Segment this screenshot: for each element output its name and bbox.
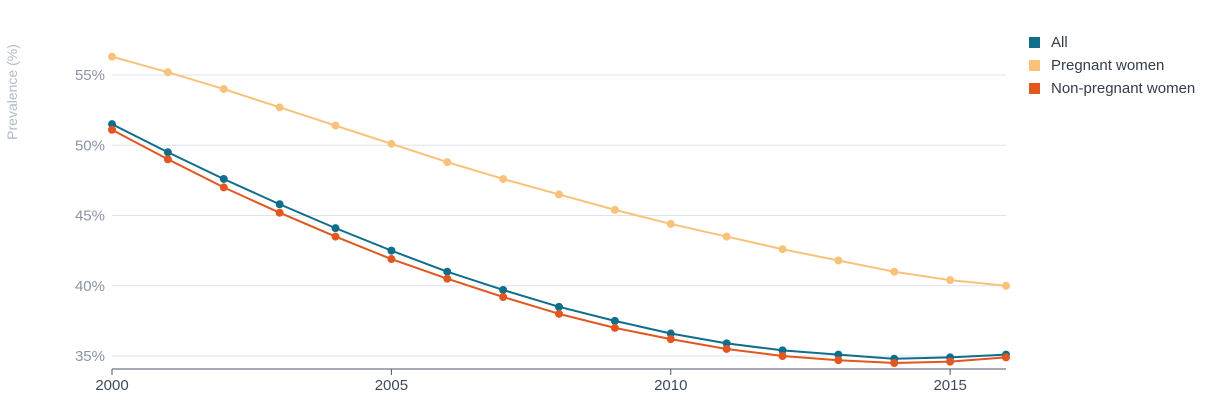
data-point[interactable] (778, 245, 787, 254)
legend-label: Pregnant women (1051, 57, 1164, 74)
data-point[interactable] (387, 255, 396, 264)
x-tick-label: 2005 (375, 377, 408, 394)
data-point[interactable] (219, 85, 228, 94)
data-point[interactable] (443, 158, 452, 167)
x-tick-label: 2000 (95, 377, 128, 394)
data-point[interactable] (331, 224, 340, 233)
axes: Prevalence (%) 35% 40% 45% 50% 55% 2000 2005 20… (4, 44, 1006, 394)
data-point[interactable] (443, 274, 452, 283)
data-point[interactable] (555, 302, 563, 311)
legend-swatch (1029, 60, 1040, 71)
data-point[interactable] (666, 219, 675, 228)
y-axis-label: Prevalence (%) (4, 44, 20, 140)
data-point[interactable] (555, 190, 563, 199)
data-point[interactable] (834, 356, 843, 365)
series-line (111, 55, 1007, 287)
y-tick-label: 35% (75, 348, 105, 365)
y-tick-label: 45% (75, 208, 105, 225)
data-point[interactable] (331, 232, 340, 241)
data-point[interactable] (219, 183, 228, 192)
data-point[interactable] (499, 292, 508, 301)
data-point[interactable] (666, 335, 675, 344)
data-point[interactable] (163, 68, 172, 77)
x-tick-label: 2010 (654, 377, 687, 394)
data-point[interactable] (946, 276, 955, 285)
legend-label: All (1051, 34, 1068, 51)
series-all (108, 120, 1010, 363)
data-point[interactable] (610, 316, 619, 325)
data-point[interactable] (666, 329, 675, 338)
data-point[interactable] (387, 139, 396, 148)
data-point[interactable] (387, 246, 396, 255)
series-pregnant-women (108, 52, 1010, 290)
data-point[interactable] (778, 346, 787, 355)
data-point[interactable] (610, 205, 619, 214)
data-point[interactable] (108, 125, 116, 134)
data-point[interactable] (499, 174, 508, 183)
legend-swatch (1029, 37, 1040, 48)
y-tick-label: 50% (75, 137, 105, 154)
legend-swatch (1029, 83, 1040, 94)
series-line (111, 128, 1007, 365)
data-point[interactable] (219, 174, 228, 183)
series (108, 52, 1010, 368)
data-point[interactable] (163, 148, 172, 157)
data-point[interactable] (834, 256, 843, 265)
legend-item[interactable]: All (1029, 34, 1068, 51)
data-point[interactable] (275, 208, 284, 217)
data-point[interactable] (778, 352, 787, 360)
data-point[interactable] (331, 121, 340, 130)
legend-label: Non-pregnant women (1051, 80, 1195, 97)
y-tick-label: 55% (75, 67, 105, 84)
data-point[interactable] (1002, 353, 1010, 362)
data-point[interactable] (275, 103, 284, 112)
data-point[interactable] (163, 155, 172, 164)
data-point[interactable] (722, 232, 731, 241)
data-point[interactable] (499, 285, 508, 294)
data-point[interactable] (108, 120, 116, 129)
legend-item[interactable]: Non-pregnant women (1029, 80, 1195, 97)
data-point[interactable] (834, 350, 843, 359)
data-point[interactable] (890, 267, 899, 276)
data-point[interactable] (722, 339, 731, 348)
y-tick-label: 40% (75, 278, 105, 295)
data-point[interactable] (275, 200, 284, 209)
data-point[interactable] (722, 344, 731, 353)
data-point[interactable] (555, 309, 563, 318)
data-point[interactable] (443, 267, 452, 276)
data-point[interactable] (108, 52, 116, 61)
data-point[interactable] (946, 357, 955, 366)
series-line (111, 123, 1007, 360)
data-point[interactable] (1002, 281, 1010, 290)
legend-item[interactable]: Pregnant women (1029, 57, 1164, 74)
series-non-pregnant-women (108, 125, 1010, 368)
data-point[interactable] (890, 359, 899, 368)
data-point[interactable] (610, 323, 619, 332)
legend[interactable]: All Pregnant women Non-pregnant women (1029, 34, 1195, 97)
x-tick-label: 2015 (933, 377, 966, 394)
